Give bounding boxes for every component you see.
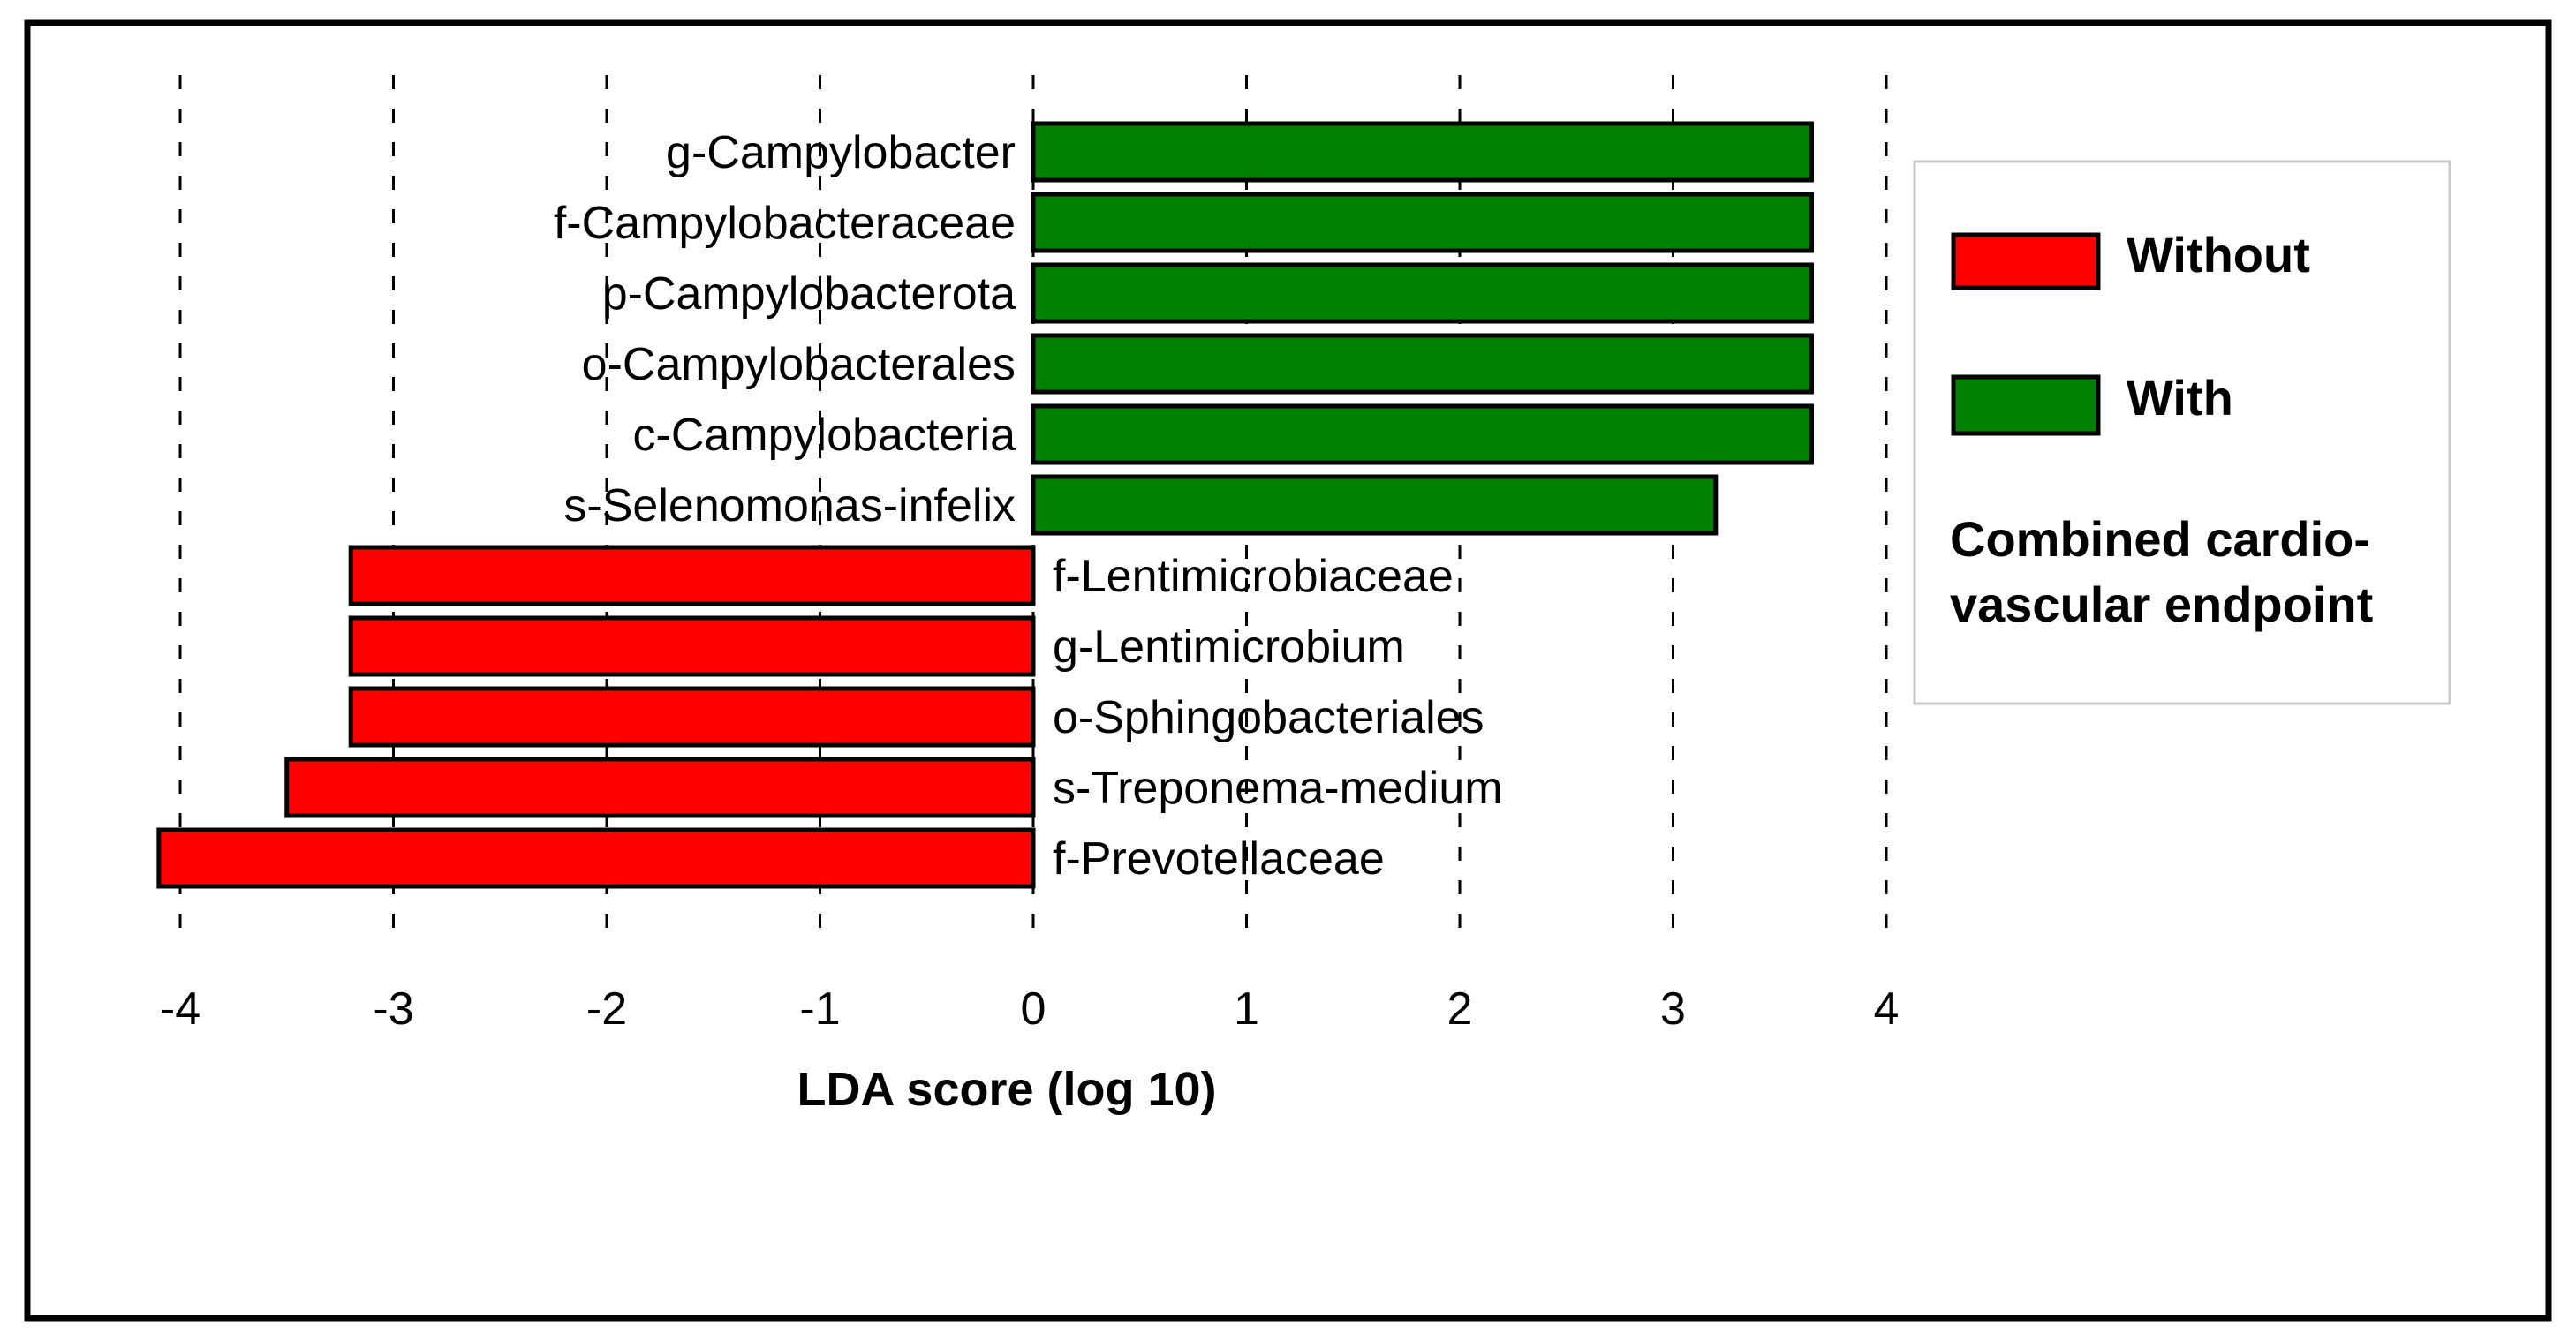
bar-p-campylobacterota <box>1031 262 1814 324</box>
figure-frame <box>24 19 2552 1322</box>
x-tick-label: -4 <box>160 983 200 1035</box>
legend: Without With Combined cardio- vascular e… <box>1913 160 2451 705</box>
legend-title-line-2: vascular endpoint <box>1950 576 2373 632</box>
category-label-g-campylobacter: g-Campylobacter <box>666 127 1016 178</box>
category-labels: g-Campylobacter f-Campylobacteraceae p-Cam… <box>554 127 1503 885</box>
bar-c-campylobacteria <box>1031 403 1814 465</box>
x-axis-title: LDA score (log 10) <box>797 1063 1216 1116</box>
x-tick-label: 4 <box>1874 983 1900 1035</box>
legend-title-line-1: Combined cardio- <box>1950 511 2370 567</box>
bar-o-sphingobacteriales <box>348 686 1036 748</box>
x-tick-label: 0 <box>1021 983 1046 1035</box>
category-label-g-lentimicrobium: g-Lentimicrobium <box>1053 622 1405 673</box>
legend-swatch-with <box>1951 374 2101 436</box>
legend-label-without: Without <box>2127 227 2310 283</box>
bar-g-lentimicrobium <box>348 615 1036 677</box>
bar-f-campylobacteraceae <box>1031 192 1814 253</box>
category-label-f-prevotellaceae: f-Prevotellaceae <box>1053 833 1385 885</box>
category-label-f-lentimicrobiaceae: f-Lentimicrobiaceae <box>1053 551 1454 602</box>
bar-s-selenomonas-infelix <box>1031 474 1719 536</box>
bar-g-campylobacter <box>1031 121 1814 183</box>
bar-s-treponema-medium <box>284 757 1036 818</box>
bars <box>156 121 1814 889</box>
x-axis-ticks: -4 -3 -2 -1 0 1 2 3 4 <box>160 983 1900 1035</box>
x-tick-label: -3 <box>373 983 413 1035</box>
category-label-s-selenomonas-infelix: s-Selenomonas-infelix <box>563 480 1016 531</box>
category-label-f-campylobacteraceae: f-Campylobacteraceae <box>554 198 1016 249</box>
legend-label-with: With <box>2127 370 2233 426</box>
x-tick-label: 3 <box>1660 983 1686 1035</box>
bar-f-prevotellaceae <box>156 827 1036 889</box>
x-tick-label: 2 <box>1447 983 1473 1035</box>
legend-swatch-without <box>1951 232 2101 290</box>
category-label-p-campylobacterota: p-Campylobacterota <box>602 268 1016 320</box>
x-tick-label: -1 <box>799 983 840 1035</box>
bar-f-lentimicrobiaceae <box>348 545 1036 606</box>
x-tick-label: 1 <box>1234 983 1259 1035</box>
category-label-o-campylobacterales: o-Campylobacterales <box>582 339 1016 390</box>
x-tick-label: -2 <box>586 983 627 1035</box>
category-label-o-sphingobacteriales: o-Sphingobacteriales <box>1053 692 1484 743</box>
category-label-s-treponema-medium: s-Treponema-medium <box>1053 763 1503 814</box>
bar-o-campylobacterales <box>1031 333 1814 395</box>
category-label-c-campylobacteria: c-Campylobacteria <box>633 410 1016 461</box>
